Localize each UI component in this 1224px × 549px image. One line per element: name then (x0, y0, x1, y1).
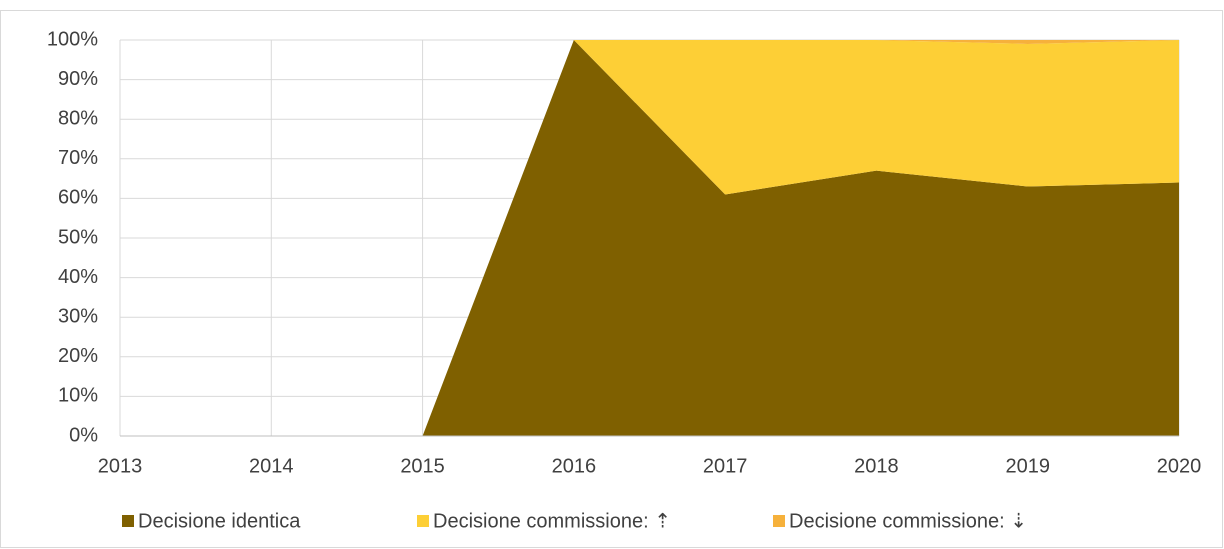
y-tick-label: 30% (58, 305, 98, 327)
x-tick-label: 2013 (98, 455, 143, 477)
x-tick-label: 2014 (249, 455, 294, 477)
y-tick-label: 90% (58, 68, 98, 90)
legend-label: Decisione commissione: ⇡ (433, 510, 671, 532)
y-tick-label: 60% (58, 187, 98, 209)
legend-swatch (773, 515, 785, 527)
y-tick-label: 20% (58, 345, 98, 367)
x-tick-label: 2019 (1005, 455, 1050, 477)
y-tick-label: 10% (58, 385, 98, 407)
area (422, 40, 1180, 436)
legend-swatch (417, 515, 429, 527)
legend-label: Decisione identica (138, 510, 301, 532)
legend-label: Decisione commissione: ⇣ (789, 510, 1027, 532)
x-tick-label: 2016 (552, 455, 597, 477)
x-tick-label: 2015 (400, 455, 445, 477)
x-tick-label: 2020 (1157, 455, 1202, 477)
y-tick-label: 80% (58, 107, 98, 129)
x-tick-label: 2018 (854, 455, 899, 477)
area (422, 40, 1180, 436)
x-tick-label: 2017 (703, 455, 748, 477)
legend-swatch (122, 515, 134, 527)
y-tick-label: 100% (47, 28, 98, 50)
y-tick-label: 50% (58, 226, 98, 248)
y-tick-label: 0% (69, 424, 98, 446)
y-tick-label: 40% (58, 266, 98, 288)
y-tick-label: 70% (58, 147, 98, 169)
